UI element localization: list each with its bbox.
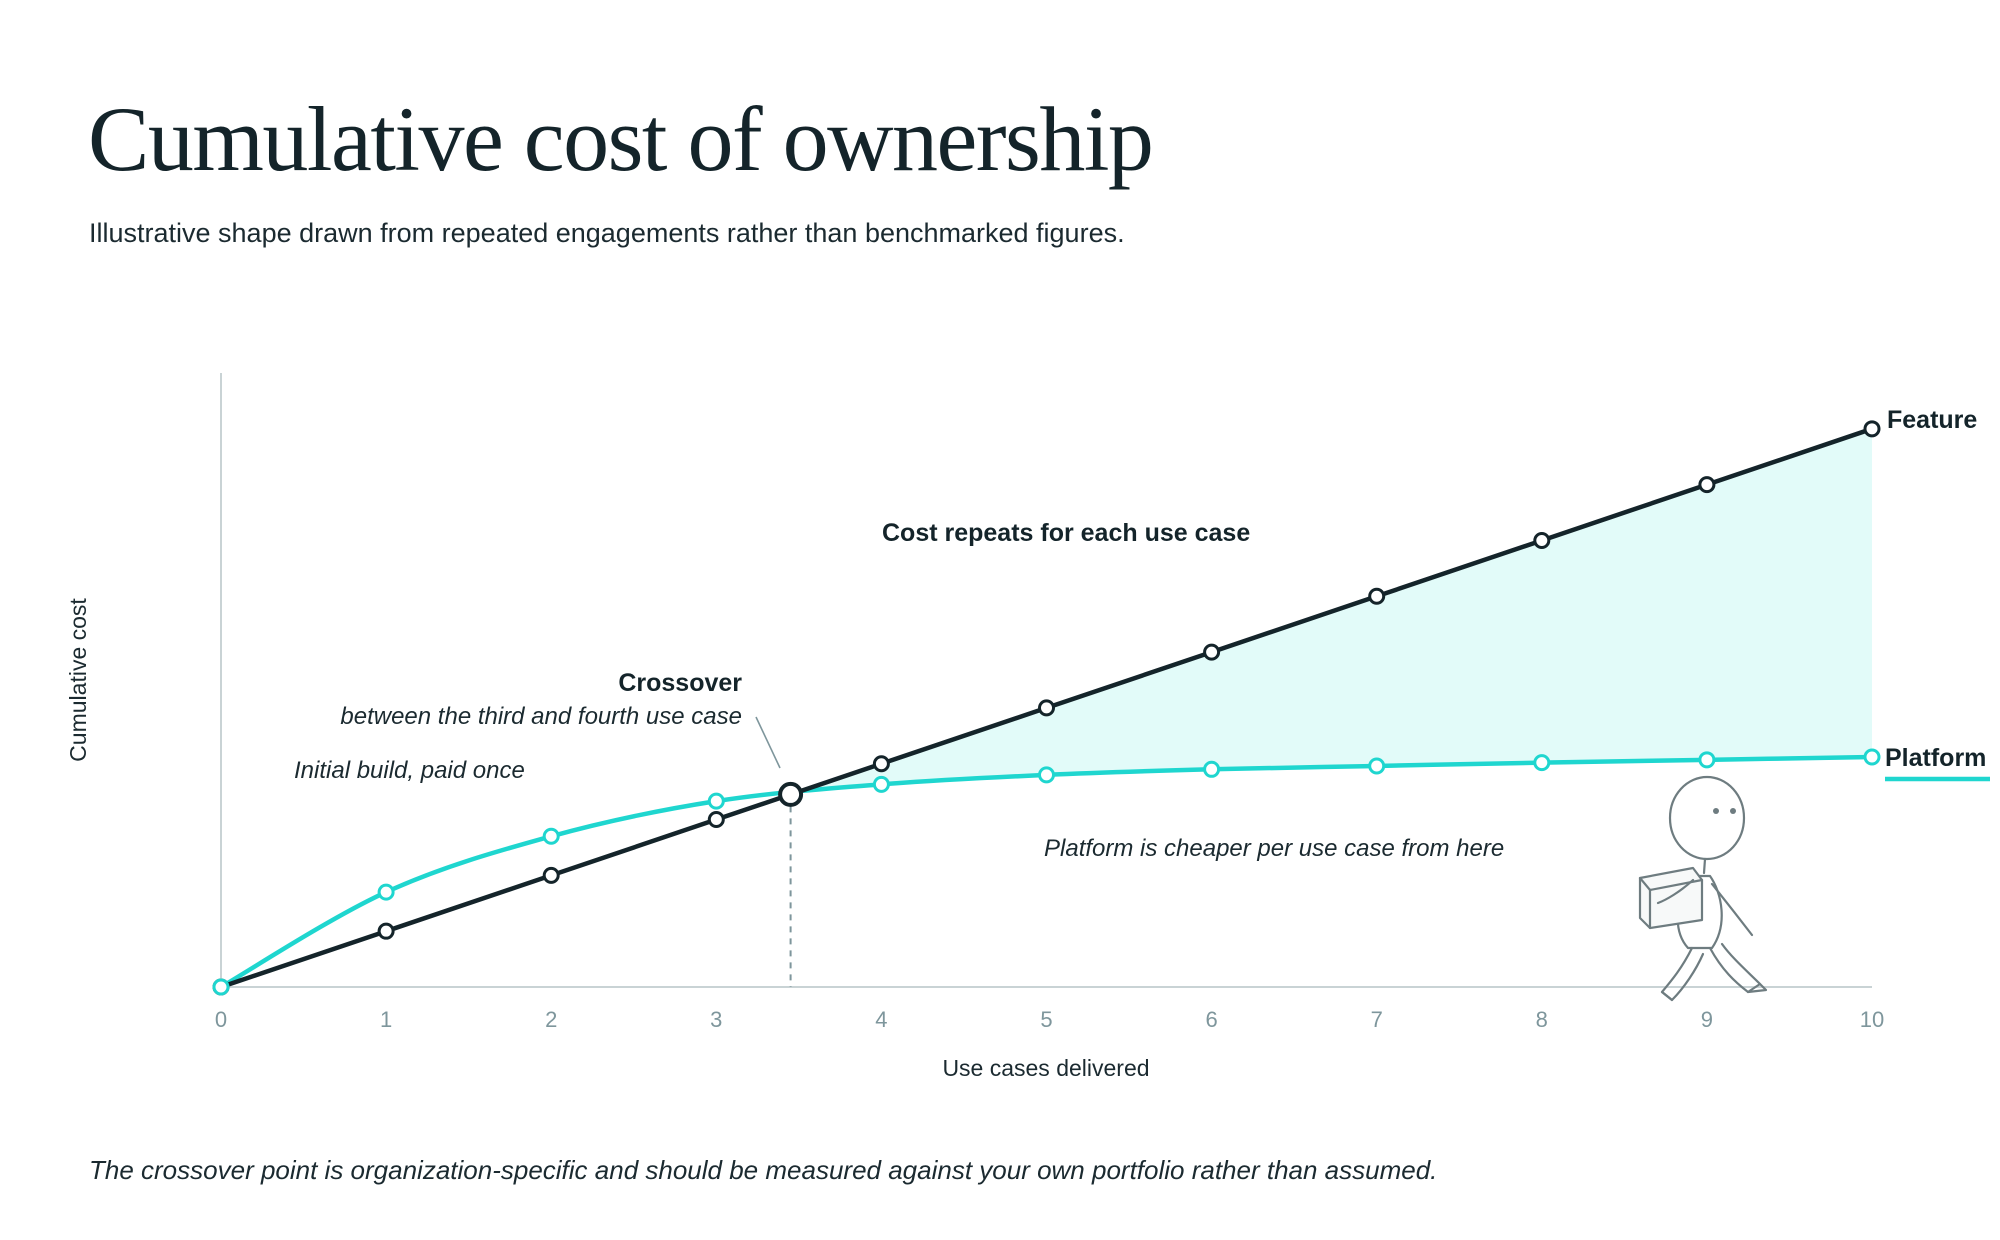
feature-point	[377, 922, 395, 940]
platform-point	[1863, 748, 1881, 766]
feature-point	[1533, 531, 1551, 549]
feature-point	[1038, 699, 1055, 717]
x-tick-label: 5	[1040, 1007, 1052, 1032]
platform-line	[219, 754, 1873, 989]
cheaper-note: Platform is cheaper per use case from he…	[1044, 835, 1504, 862]
chart-title: Cumulative cost of ownership	[88, 88, 1154, 190]
repeat-cost-note: Cost repeats for each use case	[882, 519, 1250, 547]
platform-series-label: Platform	[1885, 744, 1986, 772]
x-tick-label: 1	[380, 1007, 392, 1032]
cost-gap-area	[790, 428, 1872, 795]
chart-subtitle: Illustrative shape drawn from repeated e…	[89, 218, 1125, 248]
crossover-leader	[755, 716, 781, 769]
platform-point	[1698, 751, 1716, 769]
x-tick-label: 6	[1205, 1007, 1217, 1032]
feature-point	[872, 755, 890, 773]
x-axis-title: Use cases delivered	[942, 1055, 1149, 1081]
x-tick-label: 7	[1371, 1007, 1383, 1032]
crossover-title: Crossover	[618, 669, 742, 697]
walking-figure-carrying-box-illustration	[1638, 775, 1768, 1002]
crossover-point	[778, 781, 804, 807]
feature-point	[1863, 420, 1881, 438]
platform-point	[212, 978, 230, 996]
platform-point	[707, 792, 725, 810]
platform-point	[872, 775, 890, 793]
x-tick-label: 4	[875, 1007, 887, 1032]
x-tick-label: 0	[215, 1007, 227, 1032]
platform-point	[542, 827, 560, 845]
feature-point	[1368, 587, 1386, 605]
x-tick-label: 2	[545, 1007, 557, 1032]
platform-point	[1203, 760, 1221, 778]
platform-point	[1368, 757, 1386, 775]
platform-point	[1038, 766, 1055, 784]
feature-point	[1698, 476, 1716, 494]
crossover-detail: between the third and fourth use case	[340, 703, 742, 730]
x-tick-label: 9	[1701, 1007, 1713, 1032]
feature-point	[1203, 643, 1221, 661]
platform-point	[377, 883, 395, 901]
x-tick-label: 10	[1860, 1007, 1884, 1032]
footnote: The crossover point is organization-spec…	[89, 1155, 1438, 1185]
y-axis-title: Cumulative cost	[65, 598, 91, 762]
x-tick-label: 3	[710, 1007, 722, 1032]
initial-build-note: Initial build, paid once	[294, 757, 525, 784]
feature-point	[542, 866, 560, 884]
feature-series-label: Feature	[1887, 406, 1977, 434]
x-tick-label: 8	[1536, 1007, 1548, 1032]
platform-point	[1533, 754, 1551, 772]
feature-point	[707, 811, 725, 829]
